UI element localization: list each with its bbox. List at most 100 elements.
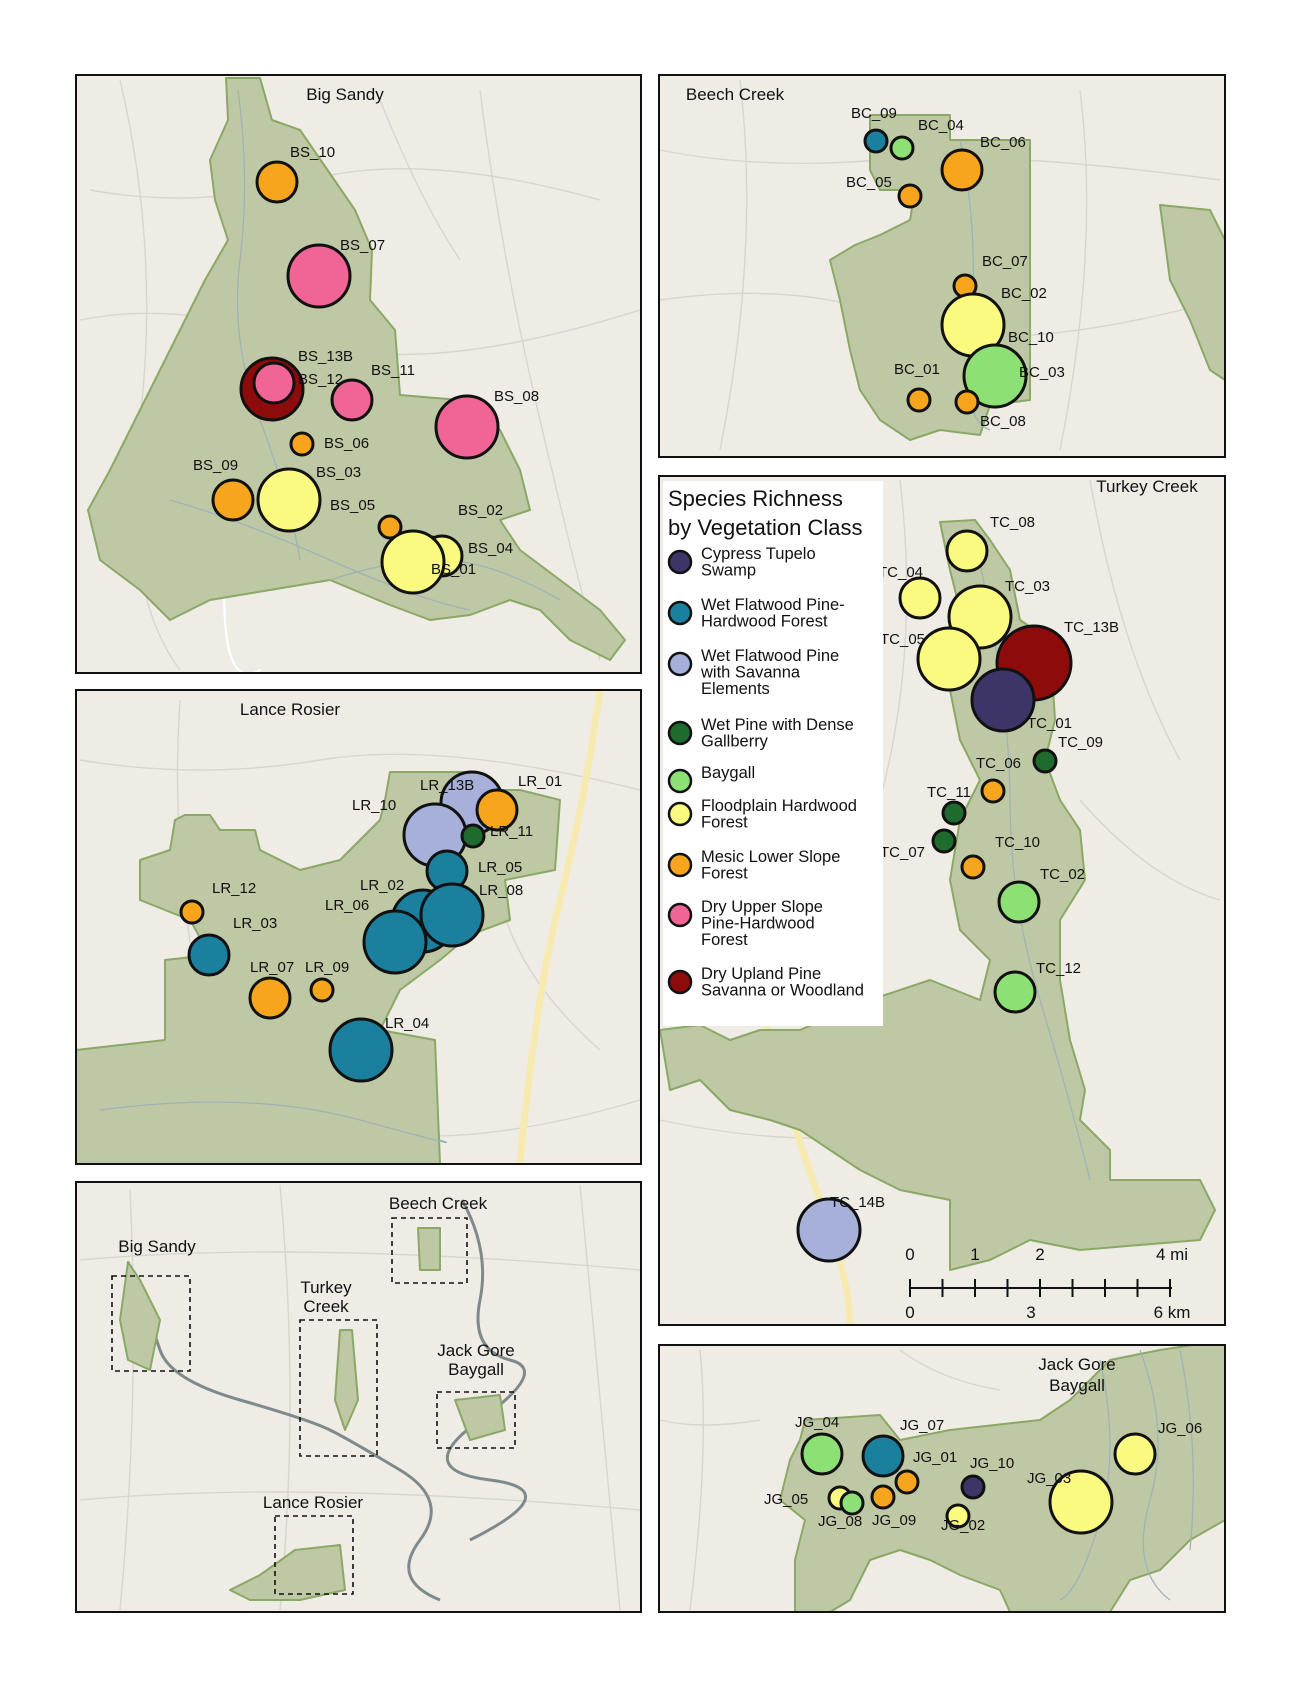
site-label-bs-10: BS_10 (290, 144, 335, 161)
site-marker-tc-11[interactable] (941, 800, 967, 826)
legend-swatch-wfs (667, 651, 693, 677)
site-label-bc-07: BC_07 (982, 253, 1028, 270)
site-marker-tc-08[interactable] (945, 529, 989, 573)
overview-label: Beech Creek (389, 1194, 488, 1213)
legend-swatch-mls (667, 852, 693, 878)
site-marker-jg-04[interactable] (800, 1432, 844, 1476)
legend-label-mls: Mesic Lower Slope (701, 848, 840, 866)
site-marker-lr-06[interactable] (362, 909, 428, 975)
site-marker-tc-04[interactable] (898, 576, 942, 620)
site-marker-tc-02[interactable] (997, 880, 1041, 924)
site-marker-jg-03[interactable] (1048, 1469, 1114, 1535)
site-marker-tc-10[interactable] (960, 854, 986, 880)
scale-label-mi: 0 (905, 1245, 914, 1264)
site-label-jg-09: JG_09 (872, 1512, 916, 1529)
site-marker-lr-03[interactable] (187, 933, 231, 977)
site-marker-bs-11[interactable] (330, 378, 374, 422)
site-label-tc-11: TC_11 (927, 784, 971, 801)
site-marker-tc-06[interactable] (980, 778, 1006, 804)
extent-box-jack-gore (436, 1391, 516, 1449)
site-label-bc-10: BC_10 (1008, 329, 1054, 346)
site-label-jg-10: JG_10 (970, 1455, 1014, 1472)
site-marker-jg-10[interactable] (960, 1474, 986, 1500)
site-label-jg-05: JG_05 (764, 1491, 808, 1508)
site-marker-lr-11[interactable] (460, 823, 486, 849)
sites-jack-gore: JG_04 JG_07 JG_01 JG_10 JG_06 JG_05 JG_08 JG_09… (764, 1414, 1202, 1535)
legend-label-fhf: Forest (701, 814, 748, 832)
site-marker-lr-01[interactable] (475, 788, 519, 832)
panel-title-lance-rosier: Lance Rosier (240, 700, 341, 719)
site-label-bs-01: BS_01 (431, 561, 476, 578)
site-marker-tc-12[interactable] (993, 970, 1037, 1014)
site-marker-bc-09[interactable] (863, 128, 889, 154)
site-marker-bs-05[interactable] (377, 514, 403, 540)
site-label-bc-06: BC_06 (980, 134, 1026, 151)
site-marker-bc-08[interactable] (954, 389, 980, 415)
panel-lance-rosier (76, 690, 641, 1164)
site-label-lr-06: LR_06 (325, 897, 369, 914)
site-marker-bs-08[interactable] (434, 394, 500, 460)
panel-titles: Big Sandy Beech Creek Lance Rosier Turkey C… (240, 85, 1198, 1395)
site-marker-bc-05[interactable] (897, 183, 923, 209)
site-marker-bs-09[interactable] (211, 478, 255, 522)
site-marker-bc-01[interactable] (906, 387, 932, 413)
site-label-bs-06: BS_06 (324, 435, 369, 452)
park-boundary-jack-gore (779, 1345, 1225, 1612)
site-label-tc-06: TC_06 (976, 755, 1021, 772)
site-marker-bs-07[interactable] (286, 243, 352, 309)
site-marker-bs-03[interactable] (256, 467, 322, 533)
legend-label-wfs: Elements (701, 680, 770, 698)
scale-label-km: 6 km (1154, 1303, 1191, 1322)
site-marker-bs-06[interactable] (289, 431, 315, 457)
legend-label-mls: Forest (701, 865, 748, 883)
site-marker-tc-07[interactable] (931, 828, 957, 854)
site-marker-tc-05[interactable] (916, 626, 982, 692)
site-marker-jg-08[interactable] (839, 1490, 865, 1516)
site-label-bs-11: BS_11 (371, 362, 415, 379)
scale-label-mi: 1 (970, 1245, 979, 1264)
legend-label-wfs: with Savanna (700, 664, 801, 682)
site-marker-jg-02[interactable] (945, 1503, 971, 1529)
site-marker-tc-09[interactable] (1032, 748, 1058, 774)
site-marker-bs-12[interactable] (252, 361, 296, 405)
site-label-jg-01: JG_01 (913, 1449, 957, 1466)
site-marker-bs-10[interactable] (255, 160, 299, 204)
site-marker-bc-06[interactable] (940, 148, 984, 192)
panel-title-jack-gore: Jack Gore (1038, 1355, 1115, 1374)
sites-layer: BS_10 BS_07 BS_13B BS_12 BS_11 BS_08 BS_06 BS_0… (179, 105, 1202, 1535)
site-marker-lr-12[interactable] (179, 899, 205, 925)
overview-label: Turkey (300, 1278, 352, 1297)
site-marker-bs-01[interactable] (380, 529, 446, 595)
site-label-bc-04: BC_04 (918, 117, 964, 134)
frame-beech-creek (658, 74, 1226, 458)
site-marker-bc-04[interactable] (889, 135, 915, 161)
site-marker-lr-09[interactable] (309, 977, 335, 1003)
site-marker-jg-01[interactable] (894, 1469, 920, 1495)
site-marker-jg-06[interactable] (1113, 1432, 1157, 1476)
site-marker-jg-07[interactable] (861, 1434, 905, 1478)
road-network (79, 1184, 641, 1611)
extent-box-beech-creek (391, 1217, 468, 1284)
frame-lance-rosier (75, 689, 642, 1165)
site-marker-lr-08[interactable] (419, 882, 485, 948)
site-label-bc-09: BC_09 (851, 105, 897, 122)
legend-label-wfh: Hardwood Forest (701, 613, 828, 631)
site-marker-jg-09[interactable] (870, 1484, 896, 1510)
river (126, 1261, 441, 1602)
site-marker-tc-14b[interactable] (796, 1197, 862, 1263)
site-label-bs-08: BS_08 (494, 388, 539, 405)
site-marker-bc-03[interactable] (962, 343, 1028, 409)
park-fragment-east (1159, 204, 1225, 381)
site-marker-lr-07[interactable] (248, 976, 292, 1020)
site-label-bc-08: BC_08 (980, 413, 1026, 430)
site-marker-tc-01[interactable] (970, 667, 1036, 733)
site-label-jg-02: JG_02 (941, 1517, 985, 1534)
site-label-jg-03: JG_03 (1027, 1470, 1071, 1487)
site-marker-lr-04[interactable] (328, 1017, 394, 1083)
overview-label: Jack Gore (437, 1341, 514, 1360)
site-label-tc-05: TC_05 (880, 631, 925, 648)
highway (516, 690, 604, 1164)
legend-background (663, 481, 883, 1026)
overview-label: Lance Rosier (263, 1493, 364, 1512)
sites-beech-creek: BC_09 BC_04 BC_06 BC_05 BC_07 BC_02 BC_10 BC_03… (846, 105, 1065, 430)
